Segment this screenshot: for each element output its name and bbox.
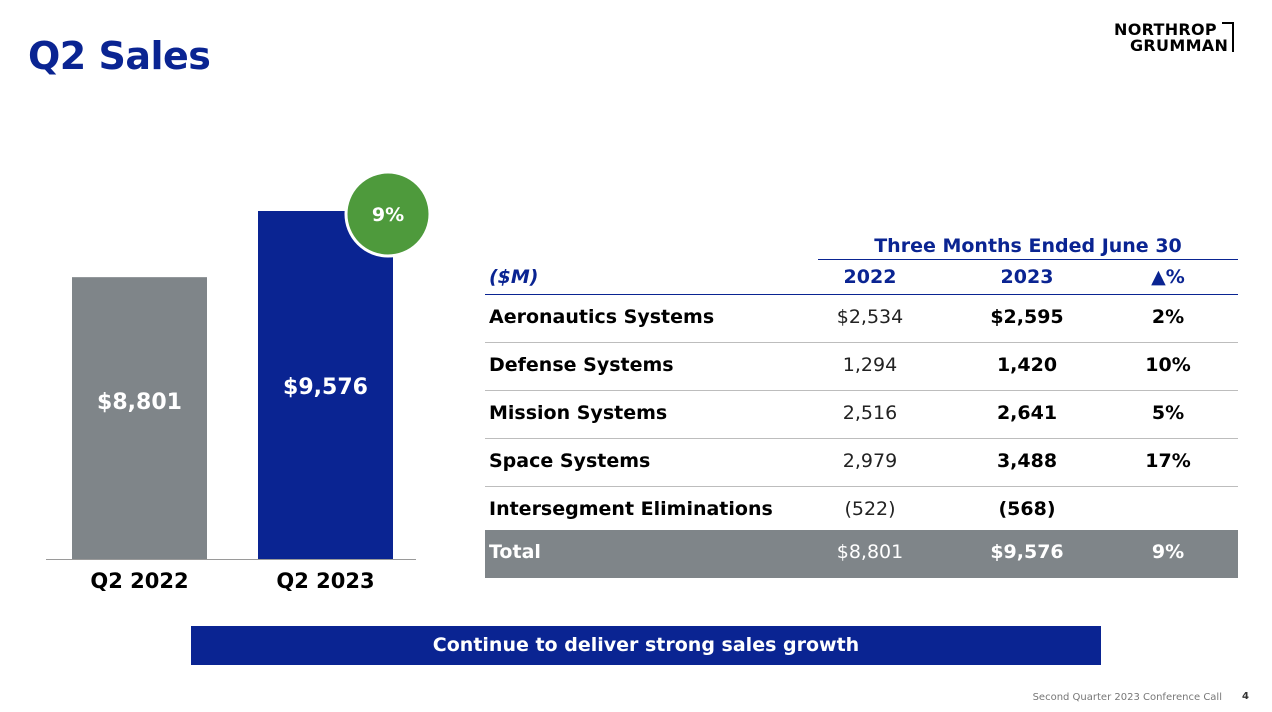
row-label: Defense Systems <box>489 354 674 376</box>
header-2022: 2022 <box>843 266 897 288</box>
logo-line-1: NORTHROP <box>1114 20 1217 39</box>
row-value-2023: 2,641 <box>996 402 1058 424</box>
page-title: Q2 Sales <box>28 34 211 78</box>
row-label: Space Systems <box>489 450 651 472</box>
row-change: 5% <box>1151 402 1185 424</box>
category-label: Q2 2023 <box>276 569 374 593</box>
row-value-2022: (522) <box>844 498 896 520</box>
table-row: Space Systems 2,979 3,488 17% <box>485 439 1238 487</box>
row-value-2022: 2,516 <box>842 402 898 424</box>
total-value-2023: $9,576 <box>990 541 1064 563</box>
company-logo: NORTHROP GRUMMAN <box>1112 20 1252 55</box>
table-body: Aeronautics Systems $2,534 $2,595 2% Def… <box>485 295 1238 534</box>
growth-badge <box>344 170 432 258</box>
bar-value-label: $9,576 <box>283 375 368 400</box>
sales-bar-chart: $8,801 Q2 2022 $9,576 Q2 2023 9% <box>46 170 432 593</box>
total-change: 9% <box>1151 541 1185 563</box>
row-value-2023: $2,595 <box>990 306 1064 328</box>
row-value-2023: (568) <box>998 498 1056 520</box>
total-value-2022: $8,801 <box>836 541 904 563</box>
bar-value-label: $8,801 <box>97 390 182 415</box>
row-value-2022: $2,534 <box>836 306 904 328</box>
row-label: Mission Systems <box>489 402 668 424</box>
row-change: 17% <box>1145 450 1191 472</box>
header-units: ($M) <box>489 266 539 288</box>
row-label: Intersegment Eliminations <box>489 498 773 520</box>
row-value-2023: 1,420 <box>996 354 1058 376</box>
bar-q2-2022 <box>72 277 207 559</box>
page-number: 4 <box>1242 691 1249 702</box>
table-total-row: Total $8,801 $9,576 9% <box>485 530 1238 578</box>
table-header-row: ($M) 2022 2023 ▲% <box>485 262 1238 295</box>
key-message-banner: Continue to deliver strong sales growth <box>191 626 1101 665</box>
logo-line-2: GRUMMAN <box>1130 36 1229 55</box>
header-change: ▲% <box>1151 266 1185 288</box>
row-value-2022: 2,979 <box>842 450 898 472</box>
row-change: 10% <box>1145 354 1191 376</box>
logo-bracket-icon <box>1222 22 1234 52</box>
footer-text: Second Quarter 2023 Conference Call <box>1032 692 1222 703</box>
row-change: 2% <box>1151 306 1185 328</box>
table-group-header: Three Months Ended June 30 <box>818 230 1238 260</box>
row-value-2023: 3,488 <box>996 450 1058 472</box>
table-row: Aeronautics Systems $2,534 $2,595 2% <box>485 295 1238 343</box>
row-value-2022: 1,294 <box>842 354 898 376</box>
table-row: Mission Systems 2,516 2,641 5% <box>485 391 1238 439</box>
bar-q2-2023 <box>258 211 393 559</box>
growth-badge-label: 9% <box>372 204 404 226</box>
category-label: Q2 2022 <box>90 569 188 593</box>
table-row: Intersegment Eliminations (522) (568) <box>485 487 1238 534</box>
total-label: Total <box>489 541 541 563</box>
header-2023: 2023 <box>1000 266 1054 288</box>
table-row: Defense Systems 1,294 1,420 10% <box>485 343 1238 391</box>
row-label: Aeronautics Systems <box>489 306 715 328</box>
